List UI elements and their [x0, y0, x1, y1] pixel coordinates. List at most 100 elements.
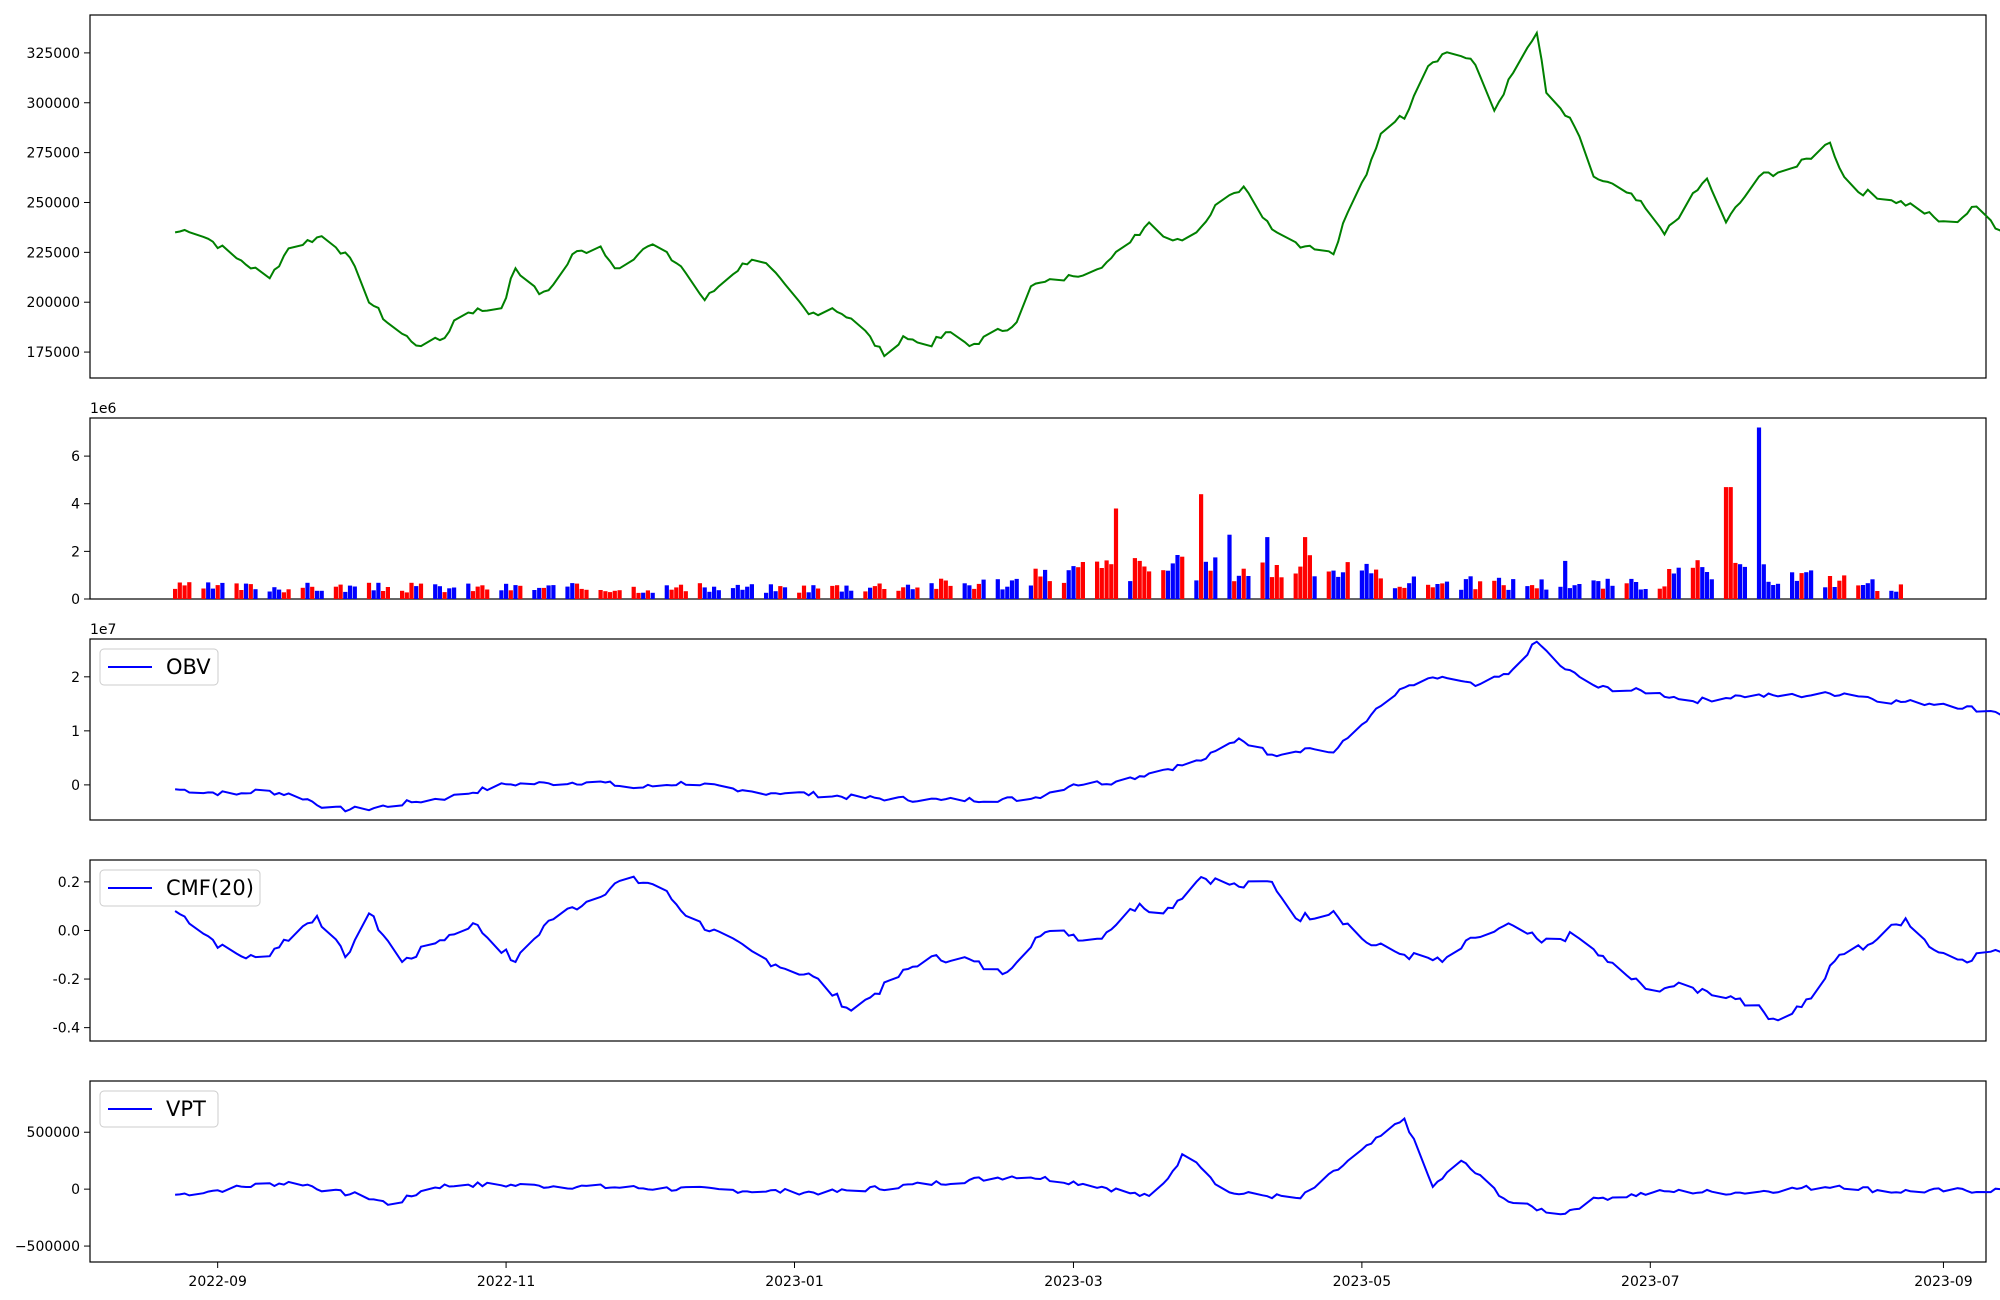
- volume-bar: [239, 590, 244, 599]
- volume-bar: [206, 582, 211, 599]
- volume-bar: [617, 590, 622, 599]
- volume-bar: [976, 583, 981, 599]
- vpt-axes-frame: [89, 1080, 1987, 1263]
- volume-bar: [664, 585, 669, 599]
- volume-bar: [1128, 581, 1133, 599]
- volume-bar: [1643, 589, 1648, 599]
- volume-bar: [995, 579, 1000, 599]
- volume-bar: [1378, 578, 1383, 599]
- volume-bar: [400, 590, 405, 599]
- volume-bar: [1402, 587, 1407, 599]
- price-y-axis: 175000 200000 225000 250000 275000 300000 3250…: [27, 46, 90, 361]
- volume-bar: [210, 588, 215, 599]
- volume-bar: [546, 585, 551, 599]
- volume-bar: [631, 586, 636, 599]
- volume-bar: [1861, 585, 1866, 599]
- volume-bar: [981, 579, 986, 599]
- volume-bar: [1794, 580, 1799, 599]
- volume-bar: [1676, 567, 1681, 599]
- volume-bar: [433, 584, 438, 599]
- volume-bar: [1690, 567, 1695, 599]
- volume-bar: [1071, 566, 1076, 599]
- volume-bar: [1061, 582, 1067, 599]
- volume-bar: [863, 591, 868, 599]
- volume-bar: [281, 592, 286, 599]
- volume-bar: [1605, 578, 1610, 599]
- volume-bar: [1563, 560, 1568, 599]
- volume-bar: [1525, 586, 1530, 599]
- volume-bar: [1109, 564, 1114, 599]
- volume-bar: [1577, 584, 1582, 599]
- volume-bar: [749, 584, 754, 599]
- volume-bar: [1000, 589, 1005, 599]
- volume-bar: [641, 592, 646, 599]
- volume-bar: [882, 589, 887, 599]
- volume-bar: [452, 587, 457, 599]
- cmf-series-line: [174, 875, 2000, 1022]
- cmf-y-tick-label: 0.2: [58, 875, 80, 891]
- volume-offset-label: 1e6: [90, 401, 117, 417]
- volume-bar: [1009, 580, 1015, 599]
- volume-bar: [1340, 572, 1346, 599]
- volume-bar: [1312, 576, 1317, 599]
- volume-y-tick-label: 0: [71, 592, 80, 608]
- volume-bar: [1047, 581, 1052, 599]
- volume-bar: [220, 582, 225, 599]
- volume-bar: [1359, 570, 1364, 599]
- volume-bar: [404, 592, 409, 599]
- volume-bar: [1132, 558, 1137, 599]
- volume-bar: [1596, 581, 1601, 599]
- volume-bar: [1392, 588, 1398, 599]
- volume-bar: [243, 583, 249, 599]
- cmf-legend-label: CMF(20): [166, 876, 254, 900]
- volume-bar: [187, 582, 192, 599]
- obv-y-axis: 0 1 2: [71, 670, 90, 794]
- volume-bar: [735, 584, 740, 599]
- volume-bar: [1279, 577, 1284, 599]
- volume-bar: [1161, 570, 1166, 599]
- volume-bar: [1634, 582, 1639, 599]
- volume-bar: [248, 584, 253, 599]
- volume-bar: [797, 592, 802, 599]
- volume-bar: [1667, 569, 1672, 599]
- volume-bar: [1411, 576, 1416, 599]
- volume-bar: [1662, 586, 1667, 599]
- volume-bar: [1345, 562, 1350, 599]
- volume-bar: [234, 583, 239, 599]
- volume-bar: [1799, 573, 1804, 599]
- volume-bar: [1104, 560, 1109, 599]
- vpt-legend-box: [99, 1090, 219, 1128]
- volume-bar: [513, 585, 518, 599]
- volume-bar: [1638, 589, 1643, 599]
- volume-bar: [872, 586, 877, 599]
- volume-bar: [811, 585, 816, 599]
- volume-bar: [409, 582, 414, 599]
- volume-bar: [1865, 583, 1870, 599]
- volume-bar: [1331, 570, 1336, 599]
- volume-bar: [286, 589, 291, 599]
- volume-bar: [1397, 586, 1402, 599]
- volume-bar: [385, 587, 390, 599]
- volume-bar: [508, 590, 513, 599]
- volume-bar: [437, 586, 442, 599]
- volume-bar: [1080, 562, 1085, 599]
- volume-bar: [177, 582, 182, 599]
- volume-bar: [1492, 580, 1497, 599]
- panel-obv: 1e7 0 1 2 OBV: [71, 622, 2000, 821]
- volume-bar: [598, 590, 603, 599]
- volume-bar: [612, 590, 617, 599]
- volume-bar: [1326, 571, 1331, 599]
- volume-bar: [1307, 555, 1312, 599]
- volume-bar: [1033, 568, 1038, 599]
- volume-bar: [915, 587, 920, 599]
- volume-bar: [839, 591, 844, 599]
- volume-bar: [740, 589, 745, 599]
- cmf-y-axis: -0.4 -0.2 0.0 0.2: [53, 875, 90, 1037]
- volume-bar: [1506, 589, 1511, 599]
- x-tick-label: 2023-09: [1914, 1274, 1973, 1290]
- volume-bar: [1856, 585, 1861, 599]
- volume-bar: [1076, 567, 1081, 599]
- volume-bar: [371, 590, 376, 599]
- volume-bar: [716, 590, 721, 599]
